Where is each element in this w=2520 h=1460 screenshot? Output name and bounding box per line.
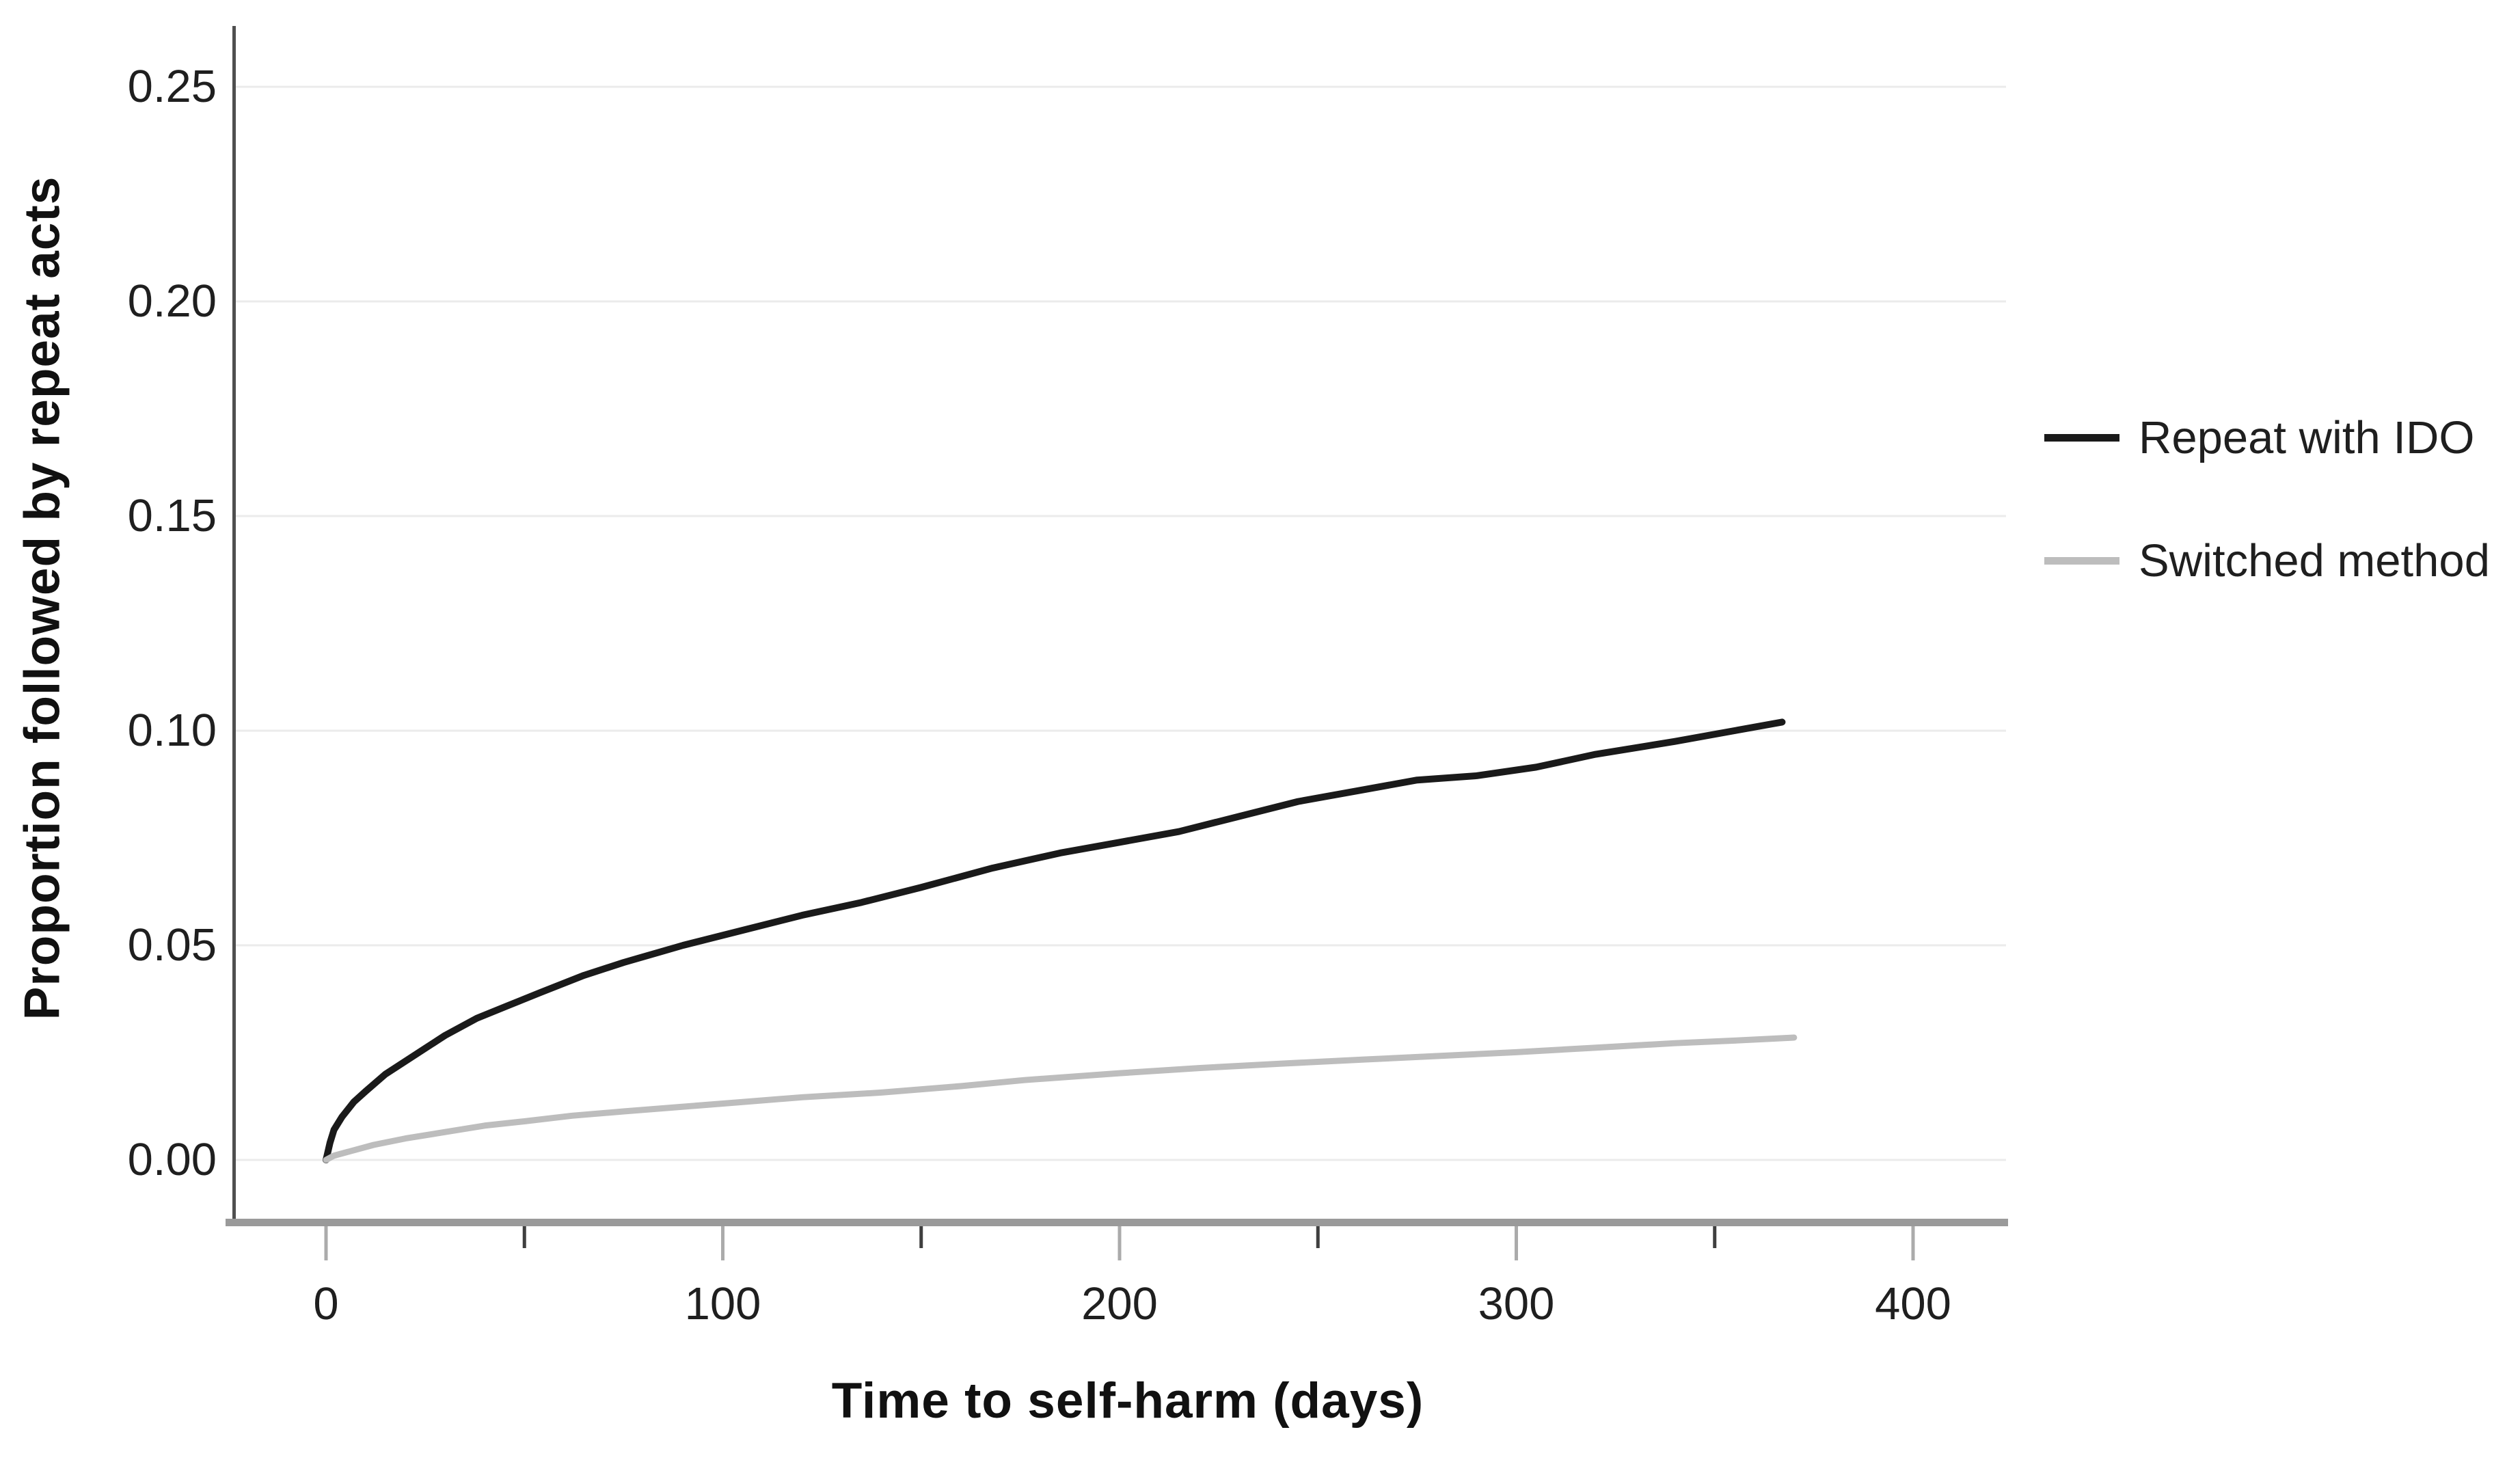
y-tick-label: 0.00 bbox=[127, 1134, 217, 1185]
y-axis-line bbox=[232, 26, 236, 1226]
y-tick-label: 0.05 bbox=[127, 919, 217, 971]
y-tick-label: 0.20 bbox=[127, 275, 217, 327]
y-tick-label: 0.25 bbox=[127, 61, 217, 112]
x-tick-label: 200 bbox=[1081, 1278, 1158, 1329]
x-axis-title: Time to self-harm (days) bbox=[831, 1373, 1424, 1429]
x-tick-label: 100 bbox=[684, 1278, 761, 1329]
legend-swatch-switched-method bbox=[2044, 556, 2119, 565]
series-line-repeat-with-ido bbox=[323, 718, 1786, 1163]
legend-item-repeat-with-ido: Repeat with IDO bbox=[2044, 407, 2475, 468]
legend-item-switched-method: Switched method bbox=[2044, 530, 2490, 591]
x-tick-label: 300 bbox=[1478, 1278, 1555, 1329]
legend-label: Repeat with IDO bbox=[2139, 411, 2475, 463]
x-axis-line bbox=[226, 1219, 2008, 1226]
legend-label: Switched method bbox=[2139, 535, 2490, 586]
x-tick-label: 0 bbox=[313, 1278, 339, 1329]
y-tick-label: 0.15 bbox=[127, 490, 217, 541]
legend-swatch-repeat-with-ido bbox=[2044, 433, 2119, 442]
x-tick-label: 400 bbox=[1875, 1278, 1951, 1329]
series-line-switched-method bbox=[323, 1034, 1798, 1163]
y-tick-label: 0.10 bbox=[127, 705, 217, 756]
